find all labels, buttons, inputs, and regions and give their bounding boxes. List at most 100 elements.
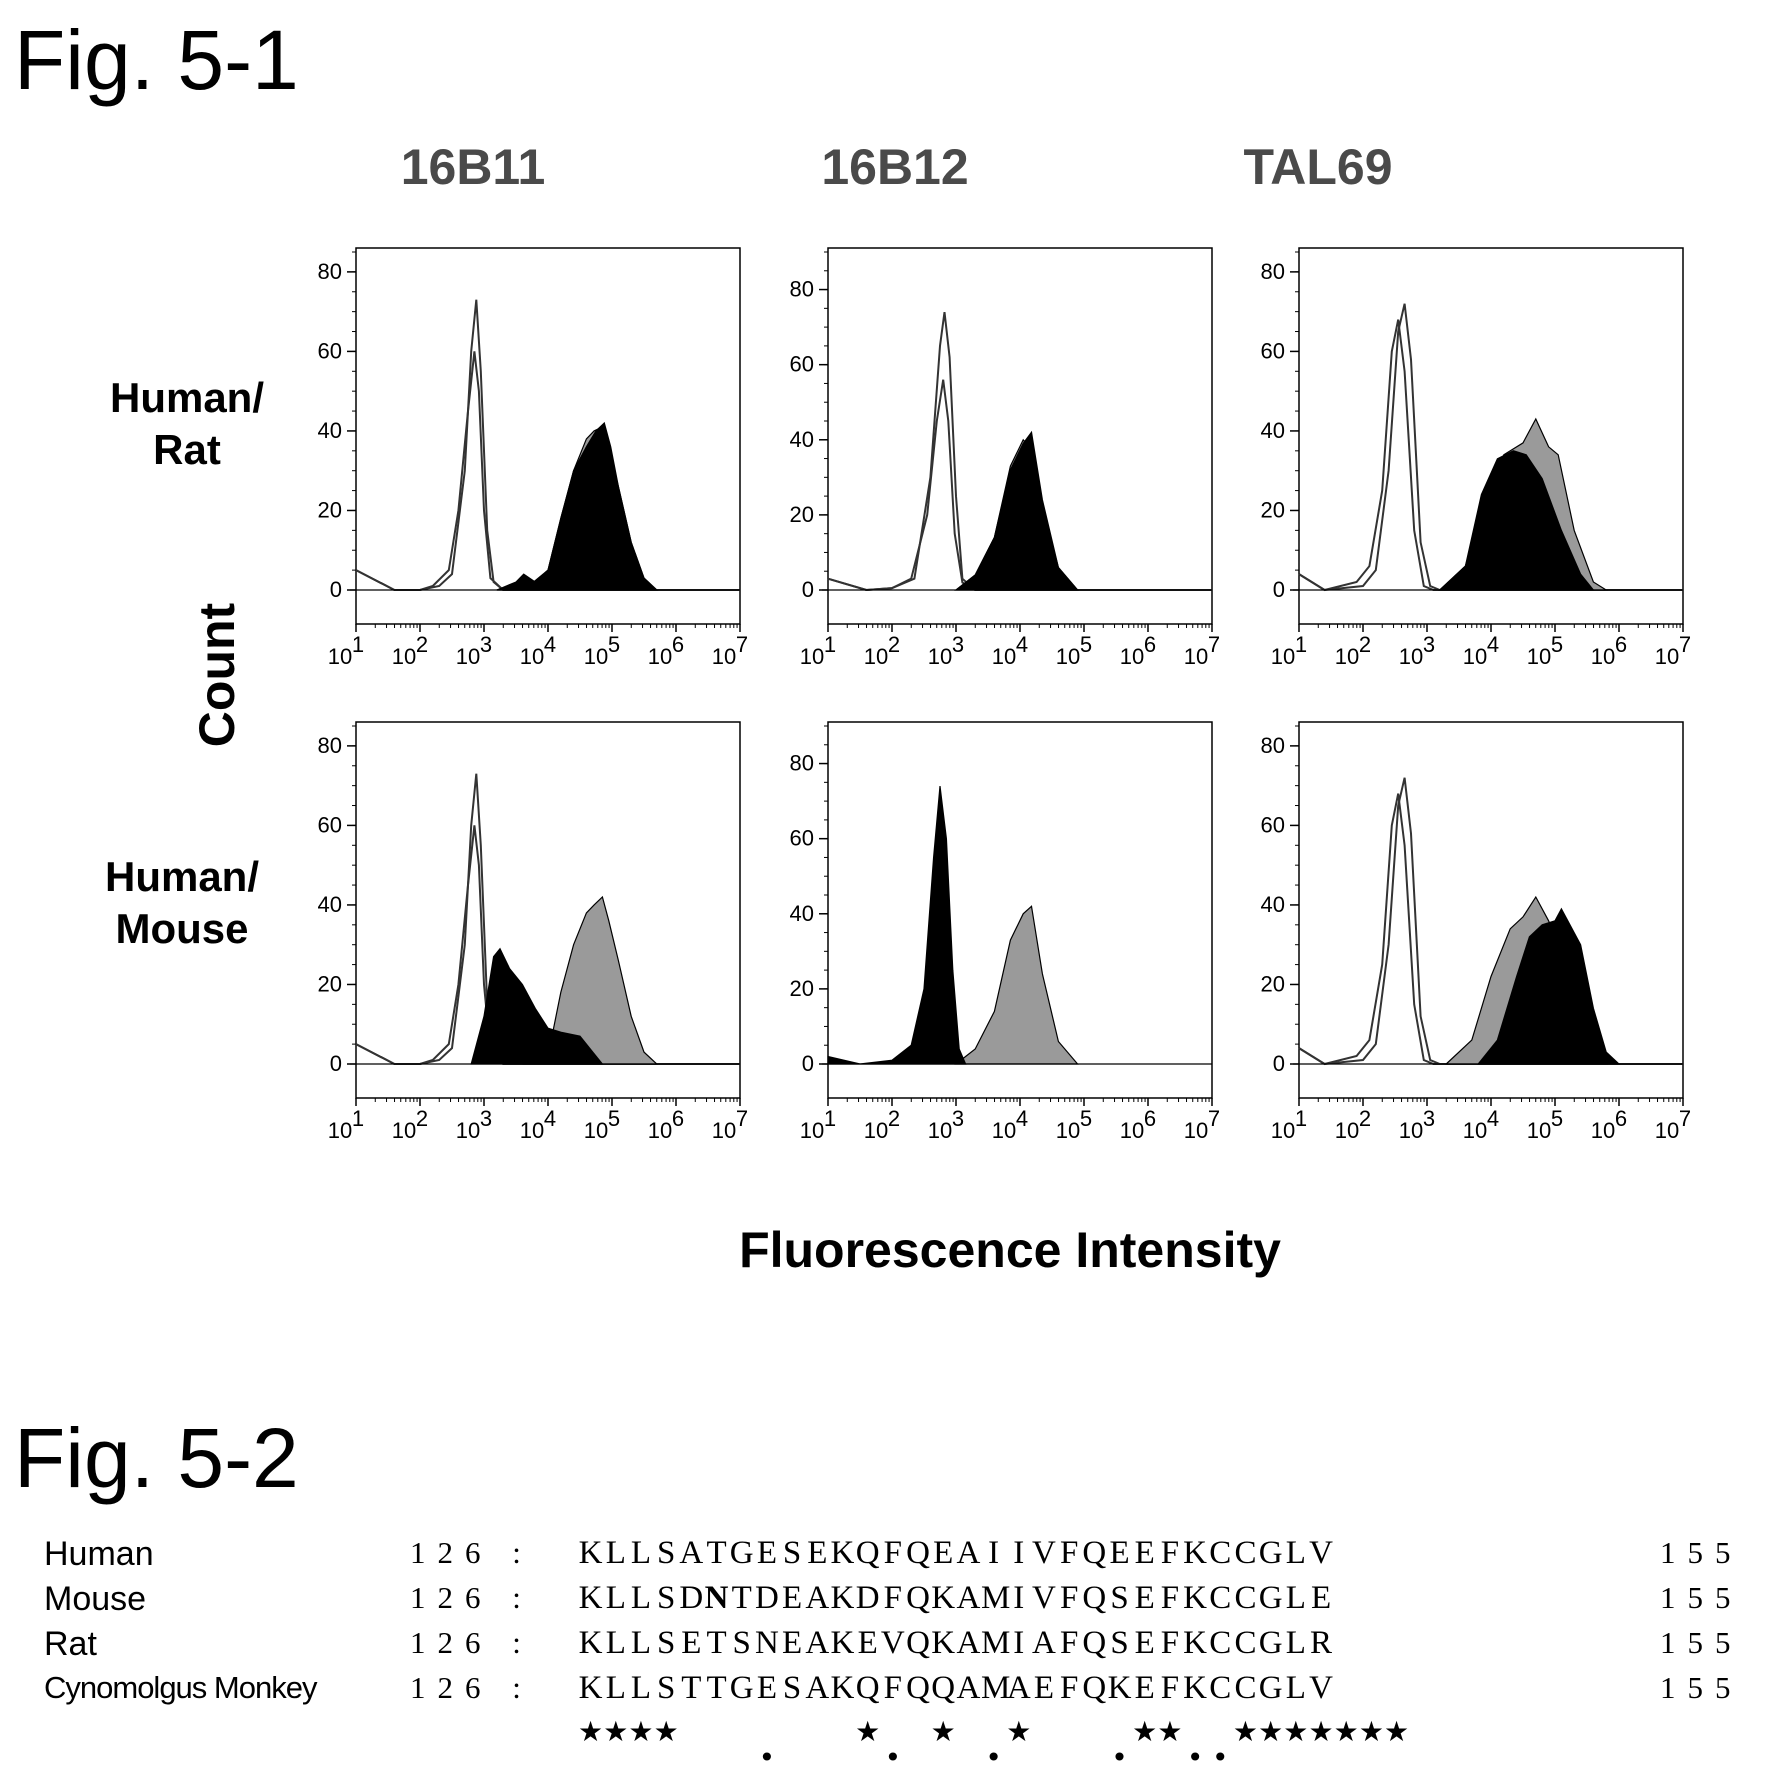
- y-tick-label: 40: [318, 892, 342, 917]
- conserved-star: ★: [1358, 1715, 1384, 1748]
- x-tick-label: 10: [1120, 644, 1144, 669]
- x-tick-label: 10: [1463, 644, 1487, 669]
- x-tick-label: 10: [648, 644, 672, 669]
- residue: F: [1160, 1580, 1180, 1616]
- x-tick-label: 10: [1399, 1118, 1423, 1143]
- residue: F: [1160, 1535, 1180, 1571]
- residue: K: [830, 1535, 855, 1571]
- x-tick-label: 10: [1120, 1118, 1144, 1143]
- sequence: KL L S E T S NEAKEVQKAMI A F Q S E F KCCGL R: [578, 1625, 1334, 1662]
- end-position: 155: [1660, 1670, 1743, 1705]
- residue: E: [857, 1625, 878, 1661]
- column-title-tal69: TAL69: [1243, 139, 1393, 195]
- conserved-star: ★: [603, 1715, 629, 1748]
- residue: A: [956, 1535, 981, 1571]
- blank: [1006, 1741, 1031, 1771]
- conserved-star: ★: [1283, 1715, 1309, 1748]
- residue: E: [1134, 1625, 1155, 1661]
- residue: F: [883, 1670, 903, 1706]
- residue: L: [630, 1625, 652, 1661]
- blank: [855, 1741, 880, 1771]
- sequence: KL L S DNTDEAKD F QKAMI V F Q S E F KCCGL E: [578, 1580, 1334, 1617]
- residue: K: [931, 1625, 956, 1661]
- x-tick-exponent: 4: [544, 1106, 556, 1131]
- x-tick-exponent: 1: [352, 632, 364, 657]
- x-tick-exponent: 4: [1016, 1106, 1028, 1131]
- x-tick-label: 10: [520, 644, 544, 669]
- x-tick-label: 10: [1056, 644, 1080, 669]
- x-tick-label: 10: [1271, 1118, 1295, 1143]
- start-position: 126 :: [410, 1670, 533, 1705]
- y-tick-label: 0: [330, 1051, 342, 1076]
- residue: S: [656, 1580, 676, 1616]
- residue: F: [1160, 1625, 1180, 1661]
- x-tick-label: 10: [584, 1118, 608, 1143]
- y-tick-label: 40: [790, 427, 814, 452]
- x-tick-label: 10: [1335, 644, 1359, 669]
- conserved-star: ★: [855, 1715, 881, 1748]
- x-tick-exponent: 1: [1295, 1106, 1307, 1131]
- residue: L: [1285, 1580, 1306, 1616]
- residue: E: [933, 1535, 954, 1571]
- histogram-outline-series: [1298, 319, 1683, 592]
- y-tick-label: 20: [1261, 497, 1285, 522]
- histogram-black-filled-series: [496, 421, 659, 591]
- residue: L: [605, 1625, 626, 1661]
- x-tick-label: 10: [584, 644, 608, 669]
- x-tick-exponent: 7: [736, 1106, 748, 1131]
- x-tick-label: 10: [800, 644, 824, 669]
- residue: M: [981, 1625, 1011, 1661]
- similarity-dot: •: [1212, 1741, 1229, 1771]
- blank: [931, 1741, 956, 1771]
- y-tick-label: 20: [1261, 971, 1285, 996]
- residue: Q: [1082, 1580, 1107, 1616]
- residue: S: [782, 1670, 802, 1706]
- residue: T: [706, 1625, 727, 1661]
- residue: K: [578, 1625, 603, 1661]
- x-tick-label: 10: [1591, 644, 1615, 669]
- row-label-human-rat: Human/ Rat: [109, 374, 264, 473]
- x-tick-label: 10: [456, 644, 480, 669]
- blank: [1283, 1741, 1308, 1771]
- residue: C: [1234, 1670, 1257, 1706]
- x-tick-label: 10: [712, 644, 736, 669]
- residue: T: [731, 1580, 752, 1616]
- alignment-row-cynomolgus-monkey: Cynomolgus Monkey 126 : KL L S T TGE S AKQ F QQA…: [0, 1670, 1767, 1714]
- conserved-star: ★: [1006, 1715, 1032, 1748]
- residue: K: [830, 1670, 855, 1706]
- residue: L: [605, 1535, 626, 1571]
- y-tick-label: 20: [318, 971, 342, 996]
- x-tick-exponent: 2: [416, 1106, 428, 1131]
- histogram-outline-series: [827, 311, 1212, 592]
- residue: L: [1285, 1670, 1306, 1706]
- residue: G: [729, 1670, 754, 1706]
- blank: [1460, 1741, 1485, 1771]
- x-tick-exponent: 3: [952, 1106, 964, 1131]
- x-tick-exponent: 6: [672, 1106, 684, 1131]
- histogram-outline-series: [1298, 777, 1683, 1066]
- residue: E: [1310, 1580, 1332, 1616]
- residue: C: [1234, 1625, 1257, 1661]
- x-tick-label: 10: [1335, 1118, 1359, 1143]
- x-tick-label: 10: [520, 1118, 544, 1143]
- residue: V: [1032, 1535, 1056, 1571]
- x-tick-label: 10: [1056, 1118, 1080, 1143]
- x-tick-label: 10: [1271, 644, 1295, 669]
- residue: I: [1013, 1535, 1025, 1571]
- residue: E: [782, 1625, 803, 1661]
- residue: Q: [1082, 1670, 1107, 1706]
- x-tick-label: 10: [864, 1118, 888, 1143]
- x-tick-label: 10: [648, 1118, 672, 1143]
- residue: Q: [906, 1625, 930, 1661]
- x-tick-label: 10: [712, 1118, 736, 1143]
- residue: Q: [855, 1535, 880, 1571]
- residue: S: [656, 1535, 676, 1571]
- residue: E: [756, 1670, 777, 1706]
- residue: A: [956, 1625, 981, 1661]
- residue: D: [855, 1580, 880, 1616]
- x-tick-exponent: 4: [544, 632, 556, 657]
- histogram-outline-series: [1298, 303, 1683, 592]
- x-tick-label: 10: [928, 1118, 952, 1143]
- residue: S: [782, 1535, 802, 1571]
- residue: Q: [906, 1580, 930, 1616]
